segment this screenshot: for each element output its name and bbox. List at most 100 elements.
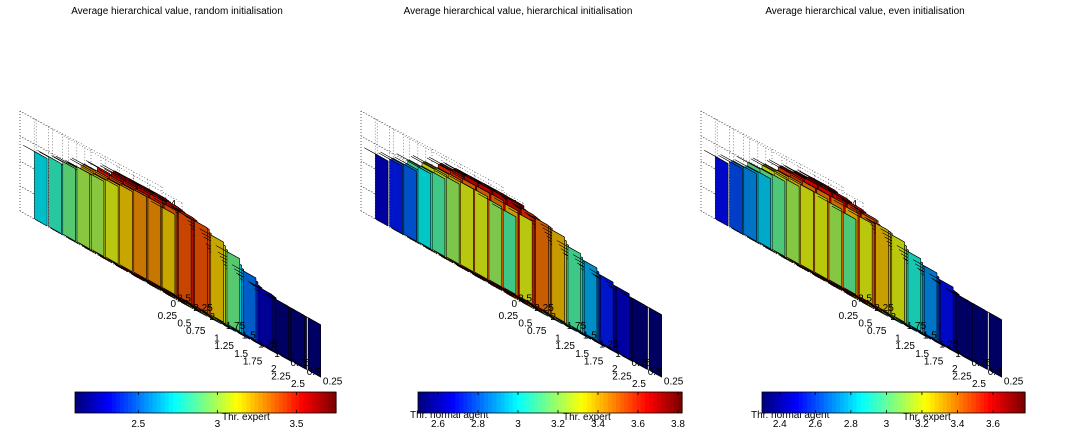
colorbar-tick-label: 3.4 (591, 419, 605, 430)
bar (491, 203, 517, 295)
colorbar: 2.5 3 3.5 (74, 391, 337, 430)
colorbar-swatch (451, 392, 456, 413)
colorbar-swatch (649, 392, 654, 413)
colorbar-swatch (636, 392, 642, 413)
bar (280, 302, 305, 369)
x-tick-label: 0.25 (839, 311, 859, 322)
bars (23, 145, 321, 378)
colorbar-tick-label: 3.6 (631, 419, 645, 430)
bar (65, 160, 90, 250)
colorbar-swatch (75, 392, 80, 413)
colorbar-tick-label: 2.5 (131, 419, 145, 430)
colorbar-swatch (307, 392, 313, 413)
bar (248, 281, 273, 350)
colorbar-swatch (632, 392, 638, 413)
colorbar-swatch (856, 392, 862, 413)
bar (556, 240, 581, 332)
colorbar-swatch (213, 392, 219, 413)
colorbar-swatch (430, 392, 436, 413)
colorbar-swatch (500, 392, 506, 413)
y-tick-label: 2.5 (518, 294, 532, 305)
colorbar-swatch (951, 392, 956, 413)
bar (912, 259, 938, 341)
colorbar-swatch (95, 392, 101, 413)
colorbar-swatch (901, 392, 907, 413)
colorbar-swatch (242, 392, 247, 413)
x-tick-label: 1.75 (924, 356, 944, 367)
x-axis-label: Thr. expert (222, 412, 270, 423)
bar (589, 268, 614, 350)
colorbar-frame (761, 391, 1026, 414)
colorbar-swatch (311, 392, 317, 413)
colorbar-swatch (282, 392, 288, 413)
colorbar-swatch (156, 392, 162, 413)
colorbar-swatch (323, 392, 329, 413)
colorbar-swatch (446, 392, 452, 413)
colorbar-swatch (599, 392, 605, 413)
colorbar-swatch (938, 392, 944, 413)
bar (848, 210, 873, 304)
colorbar-swatch (168, 392, 174, 413)
colorbar-swatch (897, 392, 903, 413)
bar (122, 183, 147, 280)
colorbar-swatch (967, 392, 973, 413)
colorbar-swatch (877, 392, 882, 413)
bar (896, 245, 921, 332)
colorbar-swatch (87, 392, 92, 413)
colorbar-swatch (860, 392, 866, 413)
z-tick-label: 0 (170, 299, 176, 310)
colorbar-swatch (644, 392, 650, 413)
colorbar-swatch (848, 392, 854, 413)
colorbar-swatch (603, 392, 609, 413)
y-tick-label: 1.75 (567, 321, 587, 332)
colorbar-swatch (934, 392, 940, 413)
colorbar-swatch (988, 392, 993, 413)
colorbar-swatch (128, 392, 133, 413)
colorbar-swatch (434, 392, 440, 413)
bar (929, 273, 954, 350)
colorbar-swatch (262, 392, 268, 413)
colorbar-tick-label: 3.4 (951, 419, 965, 430)
y-tick-label: 1 (615, 349, 621, 360)
colorbar-swatch (496, 392, 502, 413)
y-tick-label: 1.75 (226, 321, 246, 332)
colorbar-swatch (823, 392, 829, 413)
colorbar-swatch (529, 392, 535, 413)
colorbar-tick-label: 3.6 (986, 419, 1000, 430)
colorbar-swatch (442, 392, 448, 413)
colorbar-swatch (250, 392, 256, 413)
x-tick-label: 1.75 (243, 356, 263, 367)
colorbar-swatch (217, 392, 223, 413)
colorbar-swatch (963, 392, 969, 413)
colorbar-swatch (541, 392, 547, 413)
bar (150, 200, 176, 295)
bar (945, 287, 970, 360)
colorbar-swatch (669, 392, 675, 413)
colorbar-swatch (595, 392, 601, 413)
bar (803, 185, 828, 280)
colorbar-swatch (83, 392, 88, 413)
bar (435, 170, 460, 265)
bar (880, 228, 905, 323)
x-tick-label: 1 (555, 334, 561, 345)
colorbar-swatch (533, 392, 539, 413)
x-tick-label: 1.5 (575, 349, 589, 360)
colorbar-swatch (229, 392, 235, 413)
colorbar-tick-label: 2.6 (808, 419, 822, 430)
x-tick-label: 2.5 (291, 379, 305, 390)
colorbar-swatch (508, 392, 514, 413)
colorbar-swatch (258, 392, 264, 413)
x-tick-label: 0.75 (186, 326, 206, 337)
colorbar-swatch (992, 392, 997, 413)
colorbar-swatch (570, 392, 576, 413)
colorbar-swatch (111, 392, 117, 413)
colorbar-swatch (459, 392, 464, 413)
colorbar-swatch (955, 392, 960, 413)
colorbar-swatch (819, 392, 825, 413)
panels: Average hierarchical value, random initi… (19, 6, 1026, 430)
colorbar-swatch (578, 392, 584, 413)
colorbar-tick-label: 3 (215, 419, 221, 430)
colorbar-swatch (525, 392, 530, 413)
bar (524, 211, 549, 314)
colorbar-swatch (778, 392, 784, 413)
